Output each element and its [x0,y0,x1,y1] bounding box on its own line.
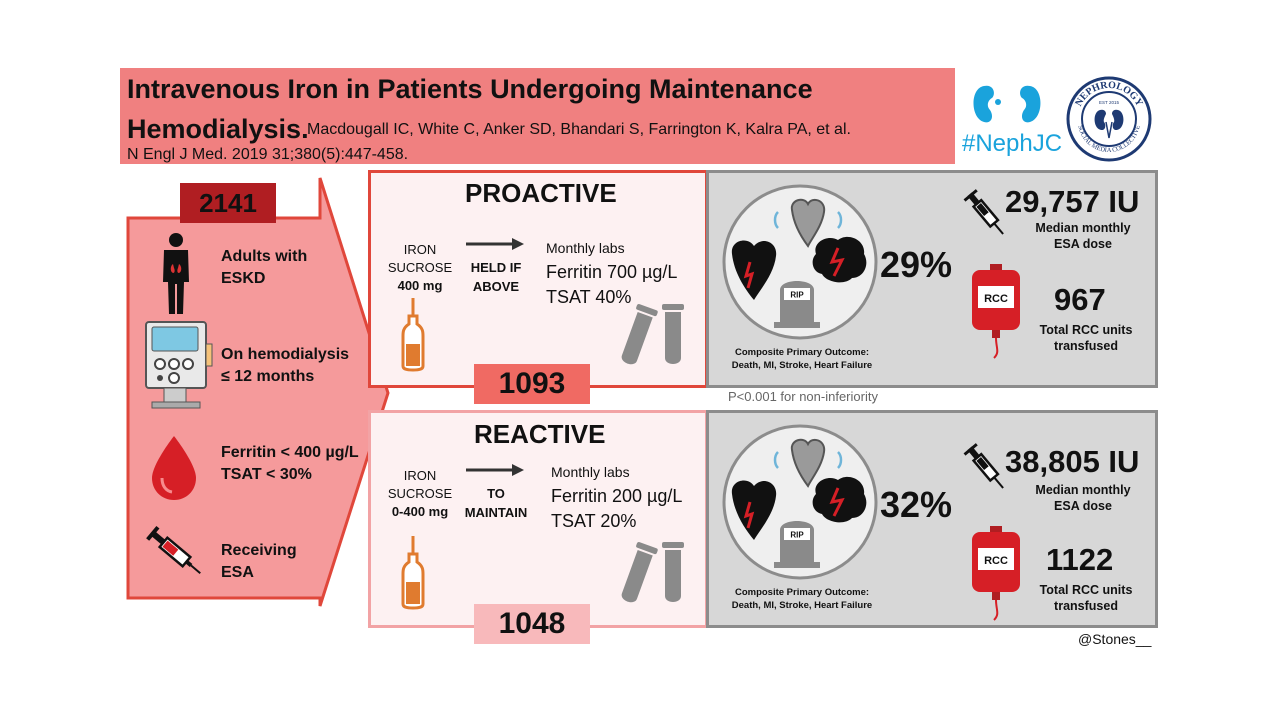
reactive-outcome-line1: Composite Primary Outcome: [734,587,870,598]
proactive-tsat: TSAT 40% [546,287,632,307]
title-line-2: Hemodialysis. [127,114,309,144]
criterion-hd-line1: On hemodialysis [221,346,350,363]
proactive-title: PROACTIVE [465,178,617,208]
reactive-esa-dose: 38,805 IU [1005,444,1140,479]
reactive-count: 1048 [498,607,566,640]
proactive-rcc-bag-icon: RCC [972,264,1020,359]
criterion-ferritin-line1: Ferritin < 400 µg/L [221,444,359,461]
criterion-esa-line2: ESA [221,564,254,581]
reactive-dose: 0-400 mg [391,504,449,519]
reactive-count-box [474,604,590,644]
reactive-esa-syringe-icon [963,443,1004,489]
criterion-ferritin-line2: TSAT < 30% [221,466,312,483]
kidney-logo-icon [973,85,1041,123]
proactive-count: 1093 [498,367,566,400]
author-credit: @Stones__ [1078,631,1152,647]
reactive-ferritin: Ferritin 200 µg/L [551,486,683,506]
reactive-title: REACTIVE [474,419,606,449]
reactive-drug-line2: SUCROSE [387,486,453,501]
proactive-outcome-line1: Composite Primary Outcome: [734,347,870,358]
svg-text:EST 2015: EST 2015 [1099,100,1119,105]
proactive-ampule-icon [401,298,425,372]
proactive-rcc-label: RCC [984,293,1008,305]
reactive-rcc-label: RCC [984,555,1008,567]
reactive-outcome-circle: RIP [722,424,878,580]
proactive-rcc-line1: Total RCC units [1039,323,1133,337]
reactive-test-tubes-icon [621,542,684,603]
authors: Macdougall IC, White C, Anker SD, Bhanda… [307,121,851,138]
proactive-outcome-pct: 29% [880,244,953,285]
criterion-hd-line2: ≤ 12 months [221,368,315,385]
reactive-rule-line2: MAINTAIN [464,505,528,520]
reactive-outcome-line2: Death, MI, Stroke, Heart Failure [731,600,873,611]
reactive-ampule-icon [401,536,425,610]
nephjc-hashtag: #NephJC [962,130,1063,157]
proactive-outcome-circle: RIP [722,184,878,340]
proactive-rcc-units: 967 [1054,282,1106,317]
proactive-drug-line2: SUCROSE [387,260,453,275]
reactive-arrow-icon [466,464,524,476]
reactive-drug-line1: IRON [403,468,437,483]
criterion-esa-line1: Receiving [221,542,297,559]
reactive-tsat: TSAT 20% [551,511,637,531]
reactive-rcc-units: 1122 [1046,542,1114,577]
total-count: 2141 [199,188,257,218]
proactive-outcome-line2: Death, MI, Stroke, Heart Failure [731,360,873,371]
proactive-tombstone-label: RIP [790,291,804,300]
proactive-esa-line1: Median monthly [1035,221,1131,235]
title-line-1: Intravenous Iron in Patients Undergoing … [127,74,813,104]
person-icon [163,233,189,314]
reactive-rcc-line2: transfused [1054,599,1118,613]
proactive-esa-line2: ESA dose [1054,237,1112,251]
proactive-ferritin: Ferritin 700 µg/L [546,262,678,282]
citation: N Engl J Med. 2019 31;380(5):447-458. [127,146,409,163]
reactive-tombstone-label: RIP [790,531,804,540]
blood-drop-icon [152,436,196,500]
proactive-rule-line1: HELD IF [470,260,522,275]
total-count-box [180,183,276,223]
reactive-esa-line2: ESA dose [1054,499,1112,513]
nephrology-seal-icon: NEPHROLOGY SOCIAL MEDIA COLLECTIVE EST 2… [1066,76,1152,162]
proactive-arrow-icon [466,238,524,250]
proactive-rule-line2: ABOVE [472,279,520,294]
reactive-outcome-pct: 32% [880,484,953,525]
proactive-dose: 400 mg [397,278,443,293]
proactive-count-box [474,364,590,404]
reactive-labs: Monthly labs [551,464,630,480]
dialysis-machine-icon [145,321,213,409]
criterion-adults-line2: ESKD [221,270,266,287]
proactive-box [368,170,708,388]
reactive-rule-line1: TO [487,486,505,501]
proactive-drug-line1: IRON [403,242,437,257]
p-value: P<0.001 for non-inferiority [728,389,878,404]
reactive-rcc-line1: Total RCC units [1039,583,1133,597]
syringe-icon [146,525,201,574]
proactive-labs: Monthly labs [546,240,625,256]
proactive-test-tubes-icon [621,304,684,365]
proactive-esa-dose: 29,757 IU [1005,184,1140,219]
reactive-esa-line1: Median monthly [1035,483,1131,497]
proactive-rcc-line2: transfused [1054,339,1118,353]
reactive-rcc-bag-icon: RCC [972,526,1020,621]
title-banner [120,68,955,164]
proactive-esa-syringe-icon [963,189,1004,235]
criterion-adults-line1: Adults with [221,248,308,265]
